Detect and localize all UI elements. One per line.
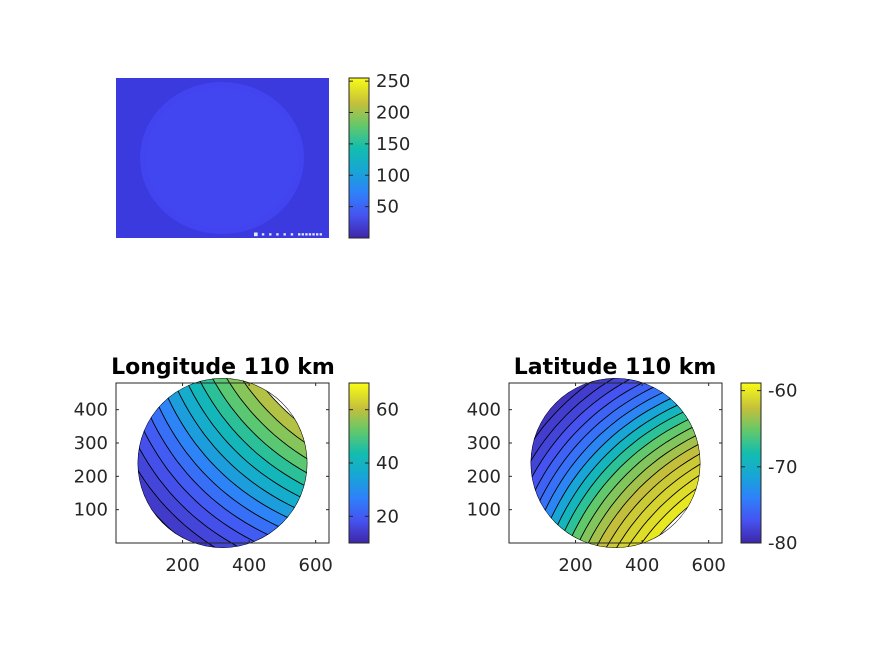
longitude-x-tick-label: 400 [232, 555, 266, 576]
colorbar-2-tick-label: 40 [376, 453, 399, 474]
image-corner-text: ■ ▪ ▪ ▪ ▪ ▪ ▪▪▪▪▪▪▪ [254, 231, 323, 238]
longitude-x-tick-label: 200 [165, 555, 199, 576]
latitude-x-tick-label: 200 [558, 555, 592, 576]
longitude-contour-band [214, 378, 308, 472]
colorbar-1-ticks: 50 100 150 200 250 [349, 71, 410, 218]
longitude-title: Longitude 110 km [111, 355, 335, 380]
colorbar-2: 20 40 60 [348, 382, 399, 544]
colorbar-1: 50 100 150 200 250 [348, 71, 410, 239]
latitude-y-tick-label: 100 [467, 500, 501, 521]
colorbar-2-ticks: 20 40 60 [349, 400, 399, 527]
colorbar-3-tick-label: -70 [768, 457, 797, 478]
colorbar-1-tick-label: 200 [376, 103, 410, 124]
latitude-x-tick-label: 400 [625, 555, 659, 576]
latitude-y-tick-label: 300 [467, 433, 501, 454]
colorbar-1-tick-label: 150 [376, 134, 410, 155]
colorbar-1-tick-label: 250 [376, 71, 410, 92]
colorbar-1-bar [348, 77, 370, 239]
latitude-panel: Latitude 110 km 200 400 600 100 200 300 400 [467, 355, 726, 576]
latitude-axes-box [508, 382, 723, 544]
latitude-ticks: 200 400 600 100 200 300 400 [467, 383, 726, 576]
colorbar-3-bar [740, 382, 762, 544]
longitude-y-tick-label: 400 [74, 400, 108, 421]
image-panel: ■ ▪ ▪ ▪ ▪ ▪ ▪▪▪▪▪▪▪ [116, 78, 329, 238]
colorbar-3-ticks: -60 -70 -80 [741, 381, 797, 554]
longitude-axes-box [115, 382, 330, 544]
colorbar-3-tick-label: -80 [768, 533, 797, 554]
longitude-x-tick-label: 600 [299, 555, 333, 576]
colorbar-3: -60 -70 -80 [740, 381, 797, 554]
latitude-title: Latitude 110 km [514, 355, 717, 380]
image-disk-inner [146, 88, 298, 228]
colorbar-3-tick-label: -60 [768, 381, 797, 402]
colorbar-2-tick-label: 60 [376, 400, 399, 421]
longitude-y-tick-label: 300 [74, 433, 108, 454]
longitude-ticks: 200 400 600 100 200 300 400 [74, 383, 333, 576]
longitude-y-tick-label: 200 [74, 466, 108, 487]
colorbar-1-tick-label: 50 [376, 197, 399, 218]
latitude-x-tick-label: 600 [692, 555, 726, 576]
latitude-y-tick-label: 200 [467, 466, 501, 487]
longitude-panel: Longitude 110 km 200 400 600 100 200 300 400 [74, 355, 335, 576]
colorbar-1-tick-label: 100 [376, 165, 410, 186]
latitude-contour-band [609, 457, 701, 548]
longitude-y-tick-label: 100 [74, 500, 108, 521]
colorbar-2-tick-label: 20 [376, 506, 399, 527]
latitude-y-tick-label: 400 [467, 400, 501, 421]
